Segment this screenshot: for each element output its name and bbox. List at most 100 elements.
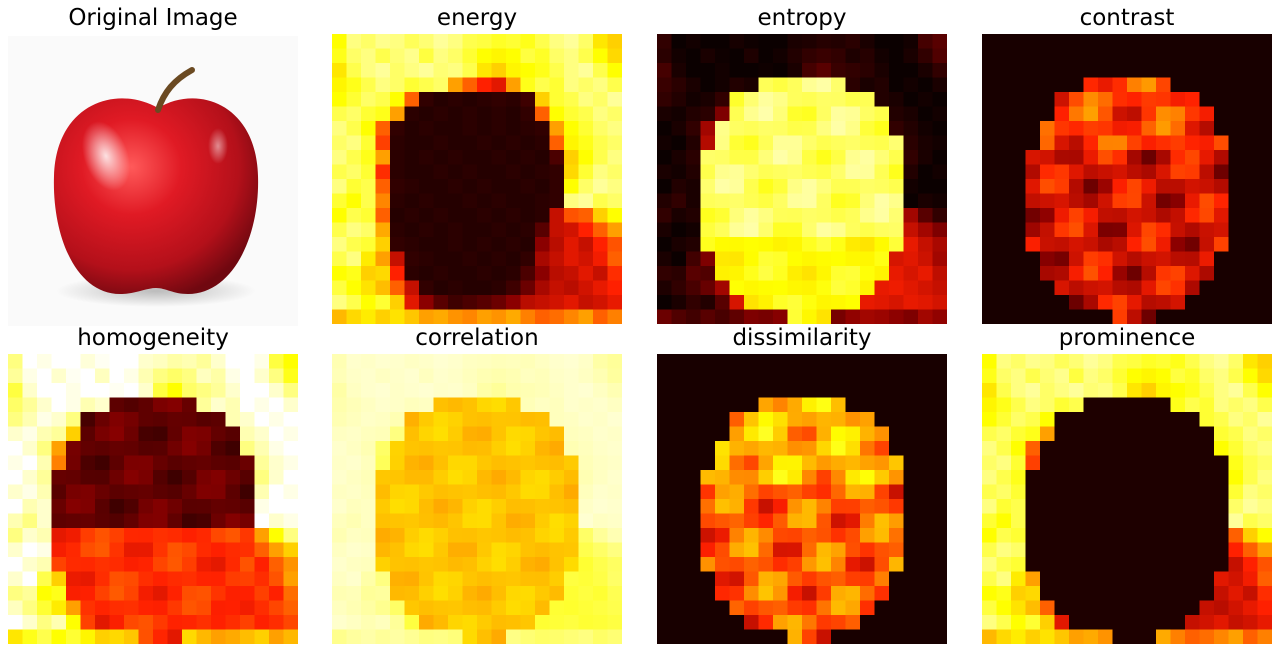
heatmap-cell (361, 586, 377, 602)
heatmap-cell (1025, 34, 1041, 50)
heatmap-cell (845, 34, 861, 50)
heatmap-cell (1243, 499, 1259, 515)
heatmap-cell (1069, 586, 1085, 602)
heatmap-cell (578, 571, 594, 587)
heatmap-cell (918, 354, 934, 370)
heatmap-cell (1011, 528, 1027, 544)
heatmap-cell (1040, 63, 1056, 79)
heatmap-cell (51, 571, 67, 587)
heatmap-cell (1025, 397, 1041, 413)
heatmap-cell (361, 280, 377, 296)
heatmap-cell (1170, 106, 1186, 122)
heatmap-cell (404, 412, 420, 428)
heatmap-cell (686, 208, 702, 224)
heatmap-cell (982, 441, 998, 457)
heatmap-cell (607, 470, 622, 486)
heatmap-cell (1083, 34, 1099, 50)
heatmap-cell (138, 484, 154, 500)
heatmap-cell (715, 513, 731, 529)
heatmap-cell (1243, 92, 1259, 108)
heatmap-cell (361, 426, 377, 442)
panel-energy: energy (332, 0, 622, 326)
heatmap-cell (831, 383, 847, 399)
heatmap-cell (729, 208, 745, 224)
heatmap-cell (1214, 629, 1230, 644)
heatmap-cell (1141, 571, 1157, 587)
heatmap-cell (982, 309, 998, 324)
heatmap-cell (1040, 280, 1056, 296)
heatmap-cell (773, 63, 789, 79)
heatmap-cell (520, 77, 536, 93)
heatmap-cell (1098, 484, 1114, 500)
heatmap-cell (404, 135, 420, 151)
heatmap-cell (462, 150, 478, 166)
heatmap-cell (1069, 615, 1085, 631)
heatmap-cell (1112, 513, 1128, 529)
heatmap-cell (95, 499, 111, 515)
heatmap-cell (932, 92, 947, 108)
heatmap-cell (1170, 600, 1186, 616)
heatmap-cell (182, 542, 198, 558)
heatmap-cell (1083, 179, 1099, 195)
heatmap-cell (1040, 412, 1056, 428)
heatmap-cell (773, 48, 789, 64)
heatmap-cell (37, 571, 53, 587)
heatmap-cell (918, 368, 934, 384)
heatmap-cell (671, 34, 687, 50)
heatmap-cell (903, 77, 919, 93)
heatmap-cell (240, 484, 256, 500)
heatmap-cell (1214, 441, 1230, 457)
heatmap-cell (816, 222, 832, 238)
heatmap-cell (715, 266, 731, 282)
heatmap-cell (477, 208, 493, 224)
heatmap-cell (889, 193, 905, 209)
heatmap-cell (1083, 208, 1099, 224)
heatmap-cell (1170, 280, 1186, 296)
heatmap-cell (1040, 368, 1056, 384)
heatmap-cell (671, 513, 687, 529)
heatmap-cell (1228, 600, 1244, 616)
heatmap-cell (462, 92, 478, 108)
heatmap-cell (361, 121, 377, 137)
heatmap-cell (419, 513, 435, 529)
heatmap-cell (729, 557, 745, 573)
heatmap-cell (462, 34, 478, 50)
heatmap-cell (477, 179, 493, 195)
heatmap-cell (506, 484, 522, 500)
heatmap-cell (845, 615, 861, 631)
heatmap-cell (773, 280, 789, 296)
heatmap-cell (22, 455, 38, 471)
heatmap-cell (535, 600, 551, 616)
heatmap-cell (1199, 586, 1215, 602)
heatmap-cell (506, 629, 522, 644)
heatmap-cell (1112, 34, 1128, 50)
heatmap-cell (520, 48, 536, 64)
heatmap-cell (903, 222, 919, 238)
heatmap-cell (593, 629, 609, 644)
heatmap-cell (1185, 571, 1201, 587)
heatmap-cell (802, 48, 818, 64)
heatmap-cell (860, 208, 876, 224)
heatmap-cell (831, 92, 847, 108)
heatmap-cell (607, 455, 622, 471)
heatmap-cell (1098, 34, 1114, 50)
heatmap-cell (1127, 426, 1143, 442)
heatmap-cell (225, 426, 241, 442)
heatmap-cell (1054, 557, 1070, 573)
heatmap-cell (1141, 48, 1157, 64)
heatmap-cell (404, 164, 420, 180)
heatmap-cell (715, 470, 731, 486)
heatmap-cell (715, 528, 731, 544)
heatmap-cell (1243, 383, 1259, 399)
heatmap-cell (729, 150, 745, 166)
heatmap-cell (138, 354, 154, 370)
heatmap-entropy (657, 34, 947, 324)
heatmap-cell (361, 513, 377, 529)
heatmap-cell (1127, 48, 1143, 64)
heatmap-cell (1156, 397, 1172, 413)
heatmap-cell (744, 34, 760, 50)
heatmap-cell (269, 557, 285, 573)
heatmap-cell (1040, 383, 1056, 399)
panel-homogeneity: homogeneity (8, 320, 298, 646)
heatmap-cell (419, 412, 435, 428)
